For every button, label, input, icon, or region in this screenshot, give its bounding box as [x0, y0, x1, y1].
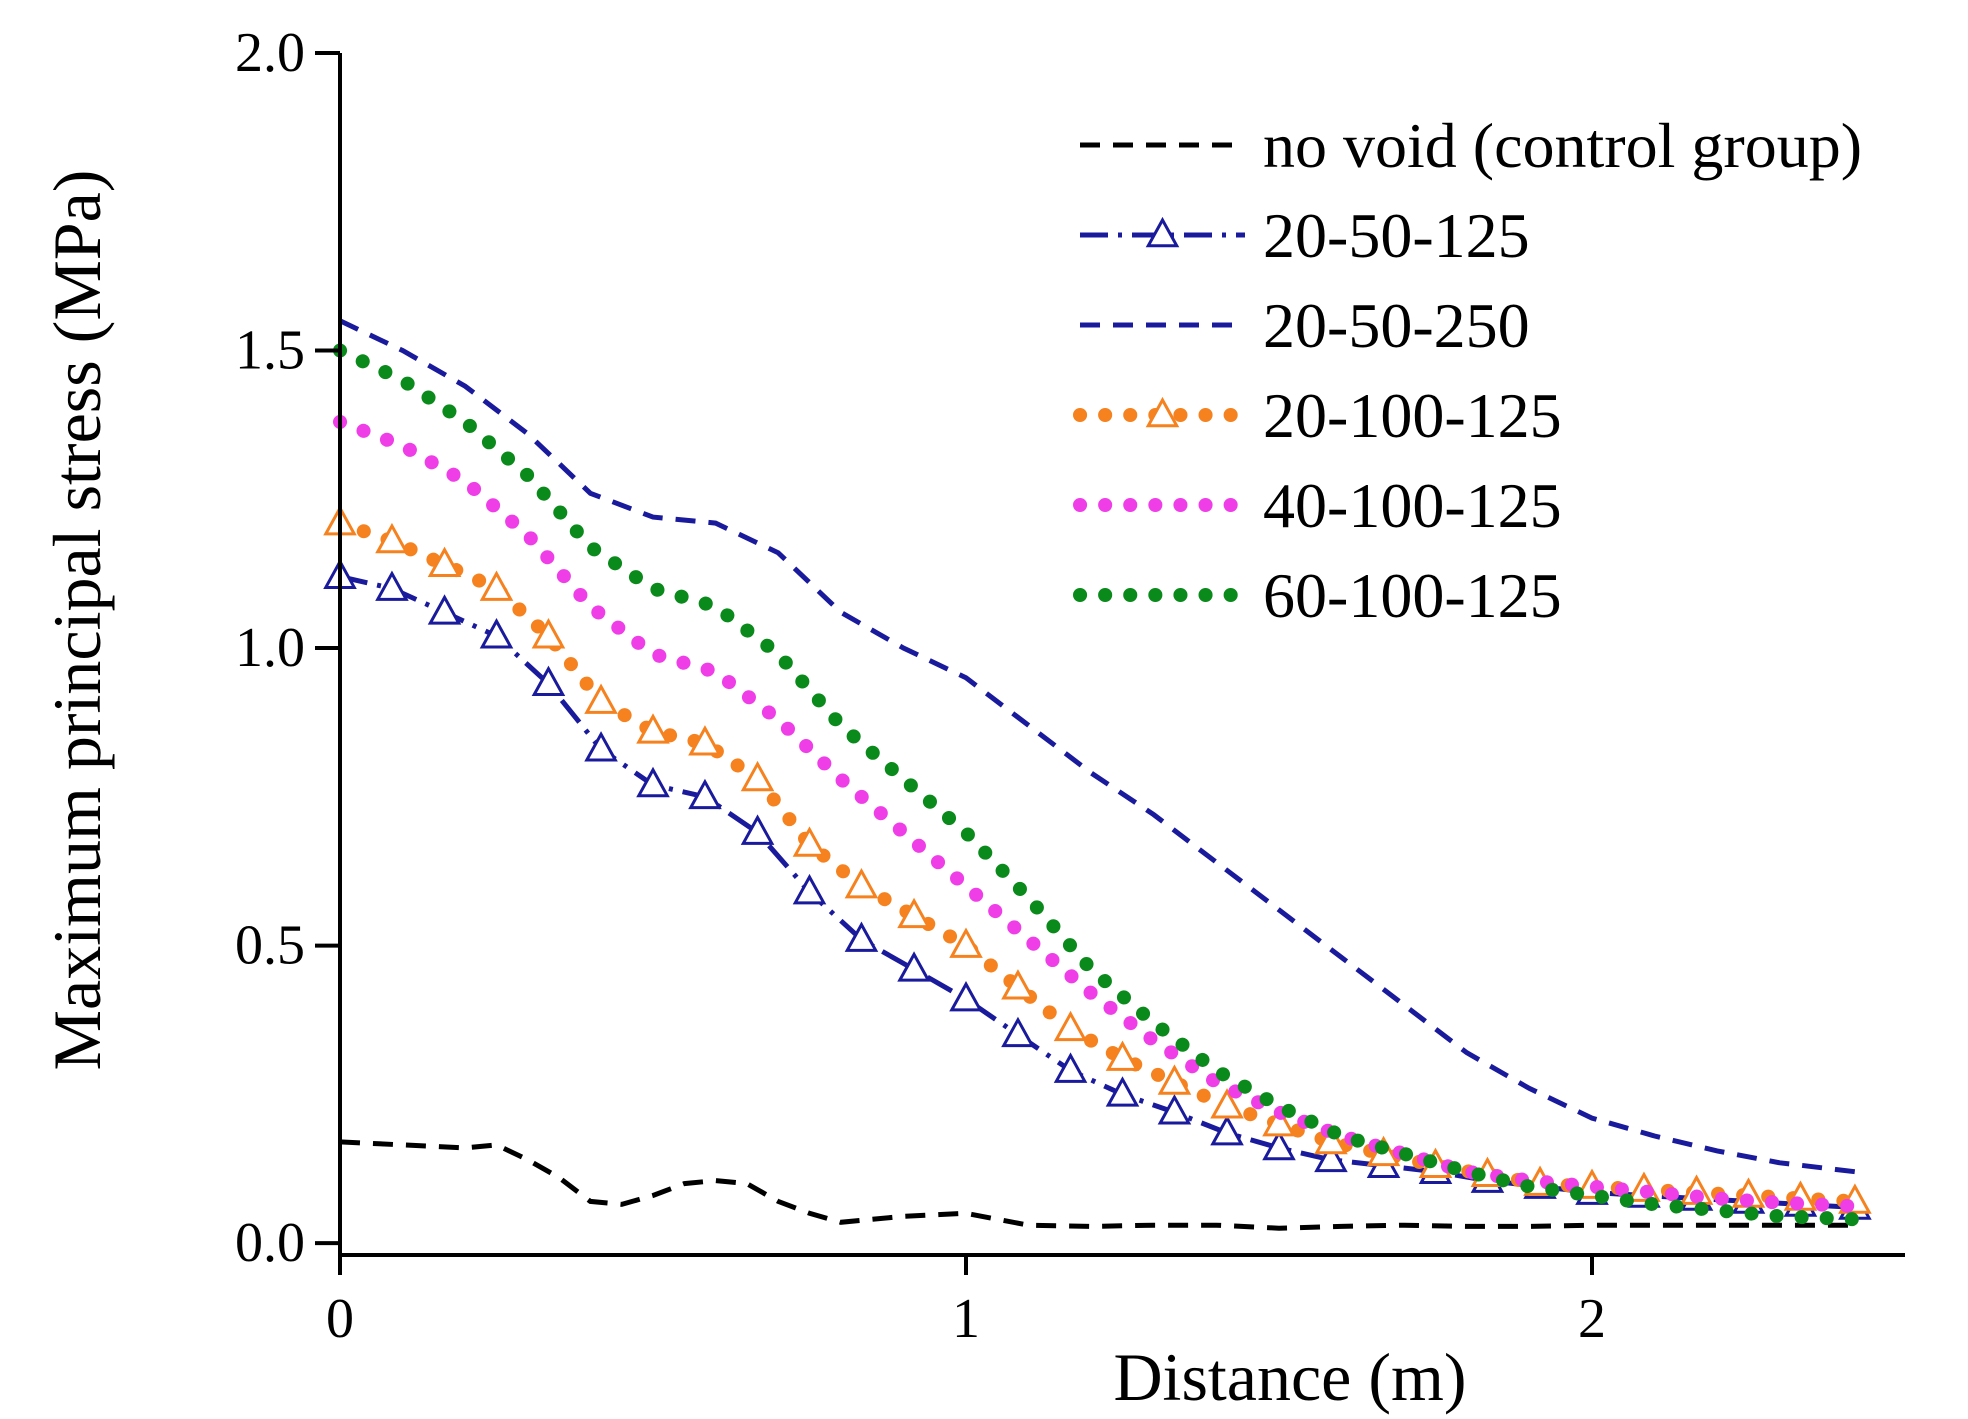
series-line [339, 1139, 1855, 1231]
data-point [897, 897, 931, 929]
legend-item: 20-50-250 [1080, 290, 1530, 361]
data-point [844, 921, 879, 952]
data-point [1157, 1064, 1192, 1095]
data-point [531, 665, 566, 697]
data-point [584, 683, 618, 714]
legend-label: 20-50-125 [1263, 200, 1530, 271]
data-point [844, 867, 879, 899]
y-tick-label: 1.0 [235, 617, 305, 679]
data-point [1314, 1141, 1348, 1173]
data-point [375, 570, 409, 601]
plot-area [323, 318, 1872, 1231]
series-line [339, 574, 1856, 1210]
data-point [1001, 1016, 1035, 1048]
data-point [897, 951, 931, 982]
series-20-100-125 [323, 504, 1872, 1214]
series-20-50-125 [323, 558, 1872, 1220]
y-tick-label: 2.0 [235, 22, 305, 84]
legend-label: 20-100-125 [1263, 380, 1562, 451]
data-point [375, 522, 409, 554]
data-point [1105, 1076, 1140, 1107]
data-point [1314, 1123, 1348, 1155]
data-point [636, 766, 670, 798]
y-tick-label: 0.0 [235, 1212, 305, 1274]
axes: 0 1 2 0.0 0.5 1.0 1.5 2.0 [235, 22, 1905, 1350]
legend-label: 60-100-125 [1263, 560, 1562, 631]
data-point [1053, 1052, 1088, 1083]
data-point [792, 826, 827, 857]
data-point [688, 778, 722, 810]
x-ticks: 0 1 2 [326, 1255, 1606, 1350]
data-point [479, 618, 514, 649]
series-line [333, 516, 1862, 1209]
series-20-50-250 [338, 318, 1856, 1175]
data-point [636, 713, 670, 744]
data-point [740, 760, 775, 792]
data-point [1210, 1088, 1244, 1119]
legend: no void (control group) 20-50-125 20-50-25… [1073, 110, 1862, 631]
data-point [688, 725, 722, 756]
data-point [1001, 969, 1035, 1000]
y-axis-title: Maximum principal stress (MPa) [39, 170, 115, 1071]
data-point [949, 927, 983, 958]
data-point [1210, 1114, 1244, 1146]
legend-marker [1145, 396, 1180, 428]
legend-label: 20-50-250 [1263, 290, 1530, 361]
series-no-void-control-group [339, 1139, 1855, 1231]
data-point [479, 570, 514, 601]
x-axis-title: Distance (m) [1113, 1339, 1466, 1415]
data-point [1262, 1129, 1296, 1161]
legend-item: 20-50-125 [1080, 200, 1530, 271]
legend-label: no void (control group) [1263, 110, 1862, 181]
data-point [1262, 1105, 1296, 1137]
data-point [740, 814, 775, 845]
data-point [427, 546, 462, 578]
legend-label: 40-100-125 [1263, 470, 1562, 541]
series-line [338, 318, 1856, 1175]
y-tick-label: 1.5 [235, 320, 305, 382]
x-tick-label: 2 [1578, 1288, 1606, 1350]
legend-item: 20-100-125 [1073, 380, 1562, 451]
x-tick-label: 0 [326, 1288, 354, 1350]
legend-item: no void (control group) [1080, 110, 1862, 181]
data-point [1157, 1094, 1192, 1125]
data-point [949, 981, 983, 1012]
y-ticks: 0.0 0.5 1.0 1.5 2.0 [235, 22, 340, 1274]
legend-marker [1145, 216, 1180, 248]
data-point [1053, 1010, 1088, 1042]
series-40-100-125 [333, 414, 1862, 1214]
data-point [531, 618, 566, 649]
legend-item: 60-100-125 [1073, 560, 1562, 631]
y-tick-label: 0.5 [235, 915, 305, 977]
series-line [333, 343, 1862, 1227]
series-60-100-125 [333, 343, 1862, 1227]
data-point [792, 873, 827, 905]
data-point [427, 594, 462, 625]
series-line [333, 414, 1862, 1214]
legend-item: 40-100-125 [1073, 470, 1562, 541]
x-tick-label: 1 [952, 1288, 980, 1350]
data-point [1105, 1040, 1140, 1071]
data-point [584, 731, 618, 762]
